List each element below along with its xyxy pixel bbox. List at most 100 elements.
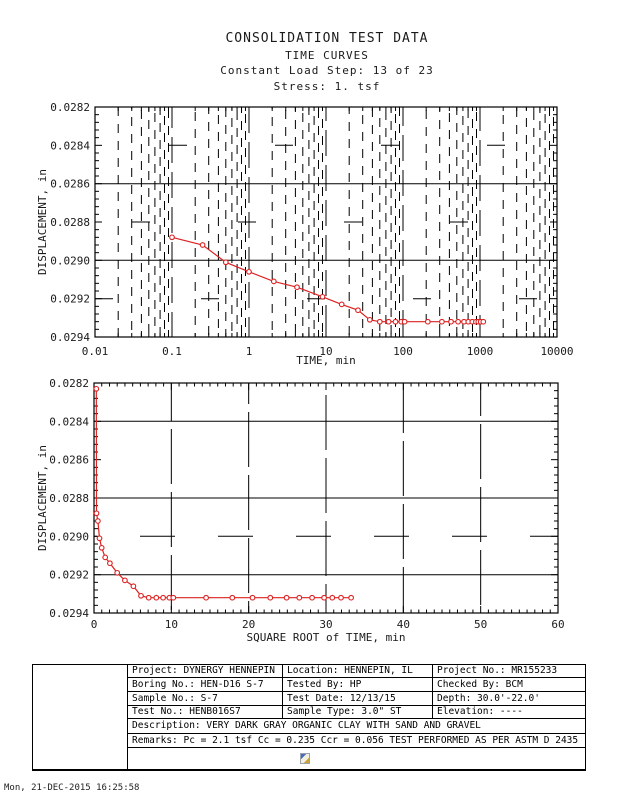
svg-text:0.0290: 0.0290 — [49, 530, 89, 543]
x-axis-title: SQUARE ROOT of TIME, min — [247, 631, 406, 644]
data-point-marker — [95, 518, 101, 524]
table-bottom-row — [128, 748, 585, 769]
svg-text:0.0292: 0.0292 — [50, 293, 90, 306]
data-point-marker — [203, 594, 209, 601]
data-point-marker — [93, 385, 100, 392]
svg-text:60: 60 — [551, 618, 564, 631]
data-point-marker — [130, 583, 137, 590]
axis-titles: SQUARE ROOT of TIME, min DISPLACEMENT, in — [36, 445, 405, 644]
test-no-cell: Test No.: HENB016S7 — [128, 706, 283, 719]
ticks — [93, 382, 559, 614]
remarks-cell: Remarks: Pc = 2.1 tsf Cc = 0.235 Ccr = 0… — [128, 734, 585, 748]
sample-type-cell: Sample Type: 3.0" ST — [283, 706, 433, 719]
data-point-marker — [122, 577, 128, 584]
data-point-marker — [448, 318, 454, 325]
data-point-marker — [355, 307, 361, 314]
data-point-marker — [199, 242, 206, 248]
data-point-marker — [169, 234, 175, 241]
svg-text:0.0288: 0.0288 — [49, 492, 89, 505]
data-point-marker — [329, 594, 336, 601]
ticks — [94, 106, 558, 338]
grid — [94, 383, 558, 613]
location-cell: Location: HENNEPIN, IL — [283, 665, 433, 678]
svg-text:0.1: 0.1 — [162, 345, 182, 358]
svg-text:0.0294: 0.0294 — [49, 607, 89, 620]
data-point-marker — [338, 594, 344, 601]
displacement-vs-log-time — [169, 234, 487, 325]
svg-text:10: 10 — [165, 618, 178, 631]
elevation-cell: Elevation: ---- — [433, 706, 585, 719]
data-point-marker — [439, 318, 445, 325]
svg-text:0.0288: 0.0288 — [50, 216, 90, 229]
data-point-marker — [366, 316, 373, 323]
displacement-vs-sqrt-time — [93, 385, 354, 601]
data-point-marker — [376, 318, 383, 325]
svg-text:0.0290: 0.0290 — [50, 254, 90, 267]
data-point-marker — [249, 594, 256, 601]
page-subtitle: TIME CURVES — [285, 49, 369, 62]
svg-text:0.0282: 0.0282 — [49, 377, 89, 390]
x-axis-title: TIME, min — [296, 354, 356, 367]
svg-text:0.0284: 0.0284 — [50, 139, 90, 152]
sample-no-cell: Sample No.: S-7 — [128, 692, 283, 706]
data-point-marker — [270, 278, 277, 285]
boring-no-cell: Boring No.: HEN-D16 S-7 — [128, 678, 283, 692]
svg-text:50: 50 — [474, 618, 487, 631]
data-point-marker — [424, 318, 431, 325]
data-point-marker — [294, 284, 300, 291]
project-no-cell: Project No.: MR155233 — [433, 665, 585, 678]
data-point-marker — [98, 544, 105, 551]
y-axis-title: DISPLACEMENT, in — [36, 169, 49, 275]
data-point-marker — [455, 318, 461, 325]
data-point-marker — [96, 535, 103, 542]
svg-text:0.0294: 0.0294 — [50, 331, 90, 344]
svg-text:0.0282: 0.0282 — [50, 101, 90, 114]
data-point-marker — [229, 594, 236, 601]
log-time-chart: 0.01 0.1 1 10 100 1000 10000 0.0282 0.0284 0.0286… — [36, 101, 574, 367]
tick-labels: 0.01 0.1 1 10 100 1000 10000 0.0282 0.0284 0.0286… — [50, 101, 573, 358]
svg-text:1000: 1000 — [467, 345, 494, 358]
tested-by-cell: Tested By: HP — [283, 678, 433, 692]
data-point-marker — [267, 594, 274, 601]
data-point-marker — [348, 594, 354, 601]
axis-titles: TIME, min DISPLACEMENT, in — [36, 169, 356, 367]
load-step-line: Constant Load Step: 13 of 23 — [220, 64, 434, 77]
svg-text:0.0286: 0.0286 — [50, 178, 90, 191]
data-point-marker — [102, 554, 109, 561]
svg-text:0.0286: 0.0286 — [49, 454, 89, 467]
data-point-marker — [319, 293, 326, 300]
description-cell: Description: VERY DARK GRAY ORGANIC CLAY… — [128, 719, 585, 734]
svg-text:30: 30 — [319, 618, 332, 631]
page-title: CONSOLIDATION TEST DATA — [225, 31, 429, 46]
svg-text:40: 40 — [397, 618, 410, 631]
data-point-marker — [283, 594, 290, 601]
data-point-marker — [309, 594, 315, 601]
data-point-marker — [321, 594, 327, 601]
svg-text:0: 0 — [91, 618, 98, 631]
svg-text:0.0292: 0.0292 — [49, 569, 89, 582]
svg-text:0.01: 0.01 — [82, 345, 109, 358]
data-point-marker — [401, 318, 408, 325]
data-point-marker — [246, 268, 252, 275]
svg-text:100: 100 — [393, 345, 413, 358]
print-timestamp: Mon, 21-DEC-2015 16:25:58 — [4, 783, 140, 793]
charts-canvas: 0.01 0.1 1 10 100 1000 100000.02820.02840.0286… — [36, 101, 574, 644]
data-point-marker — [392, 318, 399, 325]
checked-by-cell: Checked By: BCM — [433, 678, 585, 692]
sqrt-time-chart: 0 10 20 30 40 50 60 0.0282 0.0284 0.0286 0.0288 0.0… — [36, 377, 565, 644]
data-point-marker — [93, 510, 100, 517]
data-point-marker — [145, 594, 152, 601]
data-point-marker — [385, 318, 392, 325]
data-point-marker — [107, 560, 113, 567]
data-point-marker — [138, 592, 144, 599]
logo-cell — [33, 665, 128, 769]
data-point-marker — [296, 594, 303, 601]
specimen-info-table: Project: DYNERGY HENNEPIN Location: HENN… — [32, 664, 586, 771]
data-point-marker — [480, 318, 487, 325]
data-point-marker — [170, 594, 177, 601]
data-point-marker — [153, 594, 160, 601]
stress-line: Stress: 1. tsf — [273, 80, 381, 93]
data-point-marker — [160, 594, 166, 601]
y-axis-title: DISPLACEMENT, in — [36, 445, 49, 551]
